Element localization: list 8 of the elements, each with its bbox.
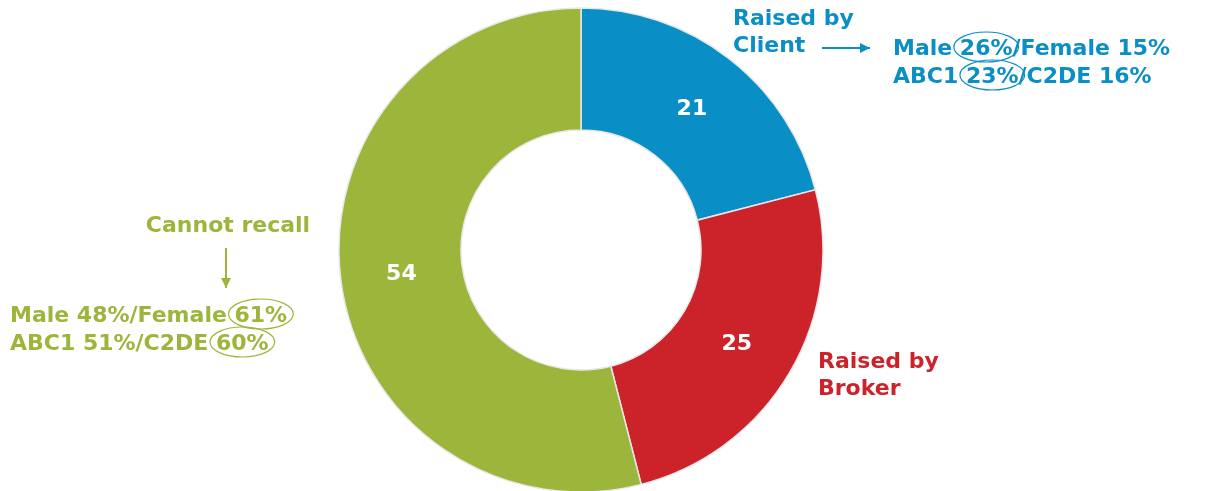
data-label: 21 — [676, 94, 708, 120]
slice-label: Raised by Broker — [818, 348, 939, 400]
slice-label: Cannot recall — [145, 212, 311, 237]
text: Male 48%/Female 61% — [10, 302, 288, 327]
slice-label: Raised by Client — [733, 5, 854, 57]
data-label: 54 — [386, 260, 417, 286]
text: ABC1 51%/C2DE 60% — [10, 330, 269, 355]
data-label: 25 — [721, 329, 753, 355]
